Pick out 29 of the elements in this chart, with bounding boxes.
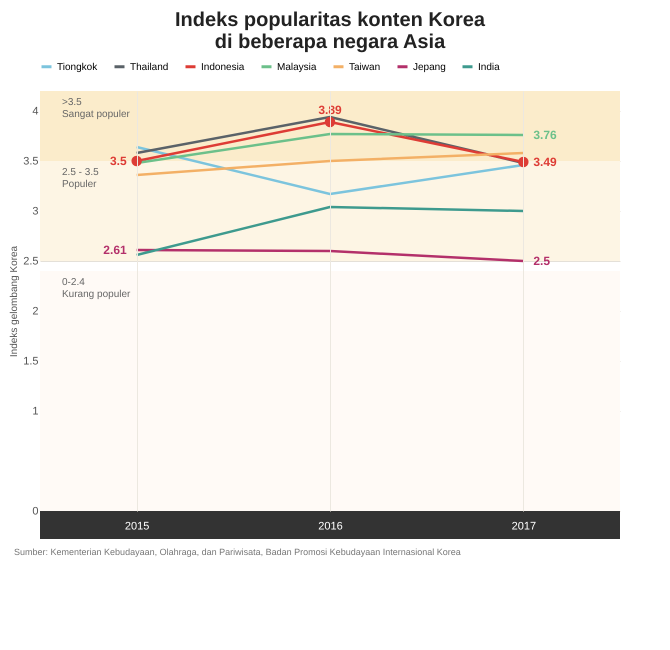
legend-label: Taiwan <box>349 62 380 73</box>
x-tick-label: 2016 <box>318 520 343 532</box>
y-tick-label: 1 <box>32 406 38 418</box>
y-tick-label: 3 <box>32 206 38 218</box>
x-tick-label: 2015 <box>124 520 150 532</box>
text: Sumber: Kementerian Kebudayaan, Olahraga, dan Pariwisata, Badan Promosi Kebudayaan Internasional Korea <box>14 547 462 557</box>
x-tick-label: 2017 <box>512 520 536 532</box>
legend-label: Indonesia <box>201 62 245 73</box>
band-label: 0-2.4 Kurang populer <box>62 277 132 300</box>
y-tick-label: 2 <box>32 306 38 318</box>
legend-label: Jepang <box>413 62 446 73</box>
data-label: 3.5 <box>110 154 127 168</box>
y-tick-label: 4 <box>32 106 38 118</box>
y-tick-label: 3.5 <box>23 156 38 168</box>
band-label: >3.5 Sangat populer <box>62 97 130 120</box>
y-tick-label: 0 <box>32 506 38 518</box>
legend-label: Malaysia <box>277 62 317 73</box>
legend-label: India <box>478 62 500 73</box>
legend-label: Tiongkok <box>57 62 98 73</box>
chart-title: Indeks popularitas konten Korea di beberapa negara Asia <box>174 9 486 53</box>
band-label: 2.5 - 3.5 Populer <box>62 167 100 190</box>
y-axis-title: Indeks gelombang Korea <box>9 245 20 358</box>
data-label: 3.76 <box>533 128 558 142</box>
y-tick-label: 1.5 <box>23 356 38 368</box>
data-label: 2.5 <box>533 254 550 268</box>
y-tick-label: 2.5 <box>23 256 38 268</box>
legend-label: Thailand <box>130 62 168 73</box>
data-label: 3.49 <box>533 155 558 169</box>
data-label: 2.61 <box>103 243 127 257</box>
